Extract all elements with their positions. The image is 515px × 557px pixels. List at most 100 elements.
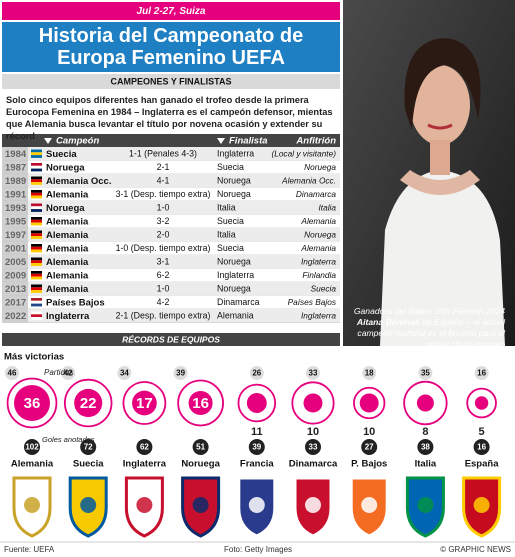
year: 2017 (5, 297, 26, 308)
champion: Noruega (46, 162, 85, 173)
finalist: Noruega (217, 176, 251, 186)
finalist: Italia (217, 230, 236, 240)
flag (31, 195, 42, 199)
champion: Países Bajos (46, 297, 105, 308)
flag (31, 246, 42, 250)
flag (31, 163, 42, 166)
goals-value: 38 (421, 443, 430, 452)
records-title: Récords de Equipos (122, 334, 220, 344)
finalist: Noruega (217, 284, 251, 294)
photo-caption: Ganadora del Ballon d'Or Féminin 2024 Ai… (345, 306, 505, 350)
finalist: Suecia (217, 162, 244, 172)
flag (31, 249, 42, 253)
flag (31, 303, 42, 307)
matches-value: 16 (477, 369, 486, 378)
year: 1991 (5, 189, 27, 200)
flag (31, 179, 42, 183)
most-wins-label: Más victorias (4, 352, 64, 363)
photo (343, 0, 515, 346)
flag (31, 190, 42, 193)
flag (31, 149, 42, 153)
copyright: © GRAPHIC NEWS (440, 545, 511, 554)
column-header: Anfitrión (295, 136, 336, 147)
goals-value: 51 (196, 443, 205, 452)
year-cell (2, 201, 28, 215)
matches-value: 33 (309, 369, 318, 378)
matches-value: 26 (252, 369, 261, 378)
crest-emblem (305, 497, 321, 513)
score: 2-1 (Desp. tiempo extra) (116, 311, 211, 321)
finalist: Alemania (217, 311, 254, 321)
flag (31, 260, 42, 264)
finalist: Inglaterra (217, 270, 254, 280)
table-row (2, 268, 340, 282)
team-name: Francia (240, 459, 275, 470)
flag (31, 209, 42, 212)
flag (31, 287, 42, 291)
crest-emblem (417, 497, 434, 513)
team-name: Inglaterra (123, 459, 167, 470)
crest-emblem (80, 497, 97, 513)
column-header: Campeón (56, 136, 99, 147)
year: 1995 (5, 216, 27, 227)
score: 2-0 (157, 230, 170, 240)
host: (Local y visitante) (271, 148, 336, 158)
wins-value: 16 (192, 395, 209, 412)
crest-emblem (24, 497, 40, 513)
year: 2022 (5, 311, 26, 322)
finalist: Suecia (217, 243, 244, 253)
finalist: Noruega (217, 189, 251, 199)
source: Fuente: UEFA (4, 545, 55, 554)
matches-badge (117, 366, 132, 380)
flag (31, 257, 42, 261)
score: 1-0 (157, 284, 170, 294)
wins-value: 17 (136, 395, 153, 412)
flag (31, 233, 42, 237)
score: 1-0 (157, 203, 170, 213)
records-bar (2, 333, 340, 346)
flag (31, 263, 42, 266)
flag (31, 165, 42, 169)
team-name: España (465, 459, 500, 470)
caption-name: Aitana Bonmatí (356, 317, 420, 327)
goals-badge (192, 439, 209, 455)
year: 1984 (5, 149, 27, 160)
host: Inglaterra (301, 310, 336, 320)
flag (31, 284, 42, 288)
host: Países Bajos (288, 297, 336, 307)
table-row (2, 187, 340, 201)
wins-value: 10 (307, 426, 319, 438)
wins-value: 8 (422, 426, 428, 438)
goals-badge (80, 439, 97, 455)
flag (31, 314, 42, 318)
wins-value: 10 (363, 426, 375, 438)
wins-disc (74, 388, 103, 418)
table-row (2, 174, 340, 188)
champion: Suecia (46, 149, 77, 160)
date-bar (2, 2, 340, 20)
score: 3-2 (157, 216, 170, 226)
host: Dinamarca (296, 189, 337, 199)
matches-badge (249, 366, 264, 380)
crest-emblem (361, 497, 378, 513)
score: 3-1 (157, 257, 170, 267)
score: 6-2 (157, 270, 170, 280)
intro: Solo cinco equipos diferentes han ganado… (6, 95, 333, 141)
flag (31, 182, 42, 185)
subtitle-bar (2, 74, 340, 89)
flag (31, 219, 42, 223)
year-cell (2, 214, 28, 228)
wins-value: 5 (479, 426, 485, 438)
goals-value: 62 (140, 443, 149, 452)
year-cell (2, 147, 28, 161)
score: 1-1 (Penales 4-3) (129, 149, 197, 159)
table-row (2, 309, 340, 323)
year: 1993 (5, 203, 26, 214)
flag (31, 317, 42, 320)
year-cell (2, 241, 28, 255)
crest-emblem (136, 497, 153, 513)
year-cell (2, 282, 28, 296)
year: 1987 (5, 162, 26, 173)
matches-badge (173, 366, 188, 380)
